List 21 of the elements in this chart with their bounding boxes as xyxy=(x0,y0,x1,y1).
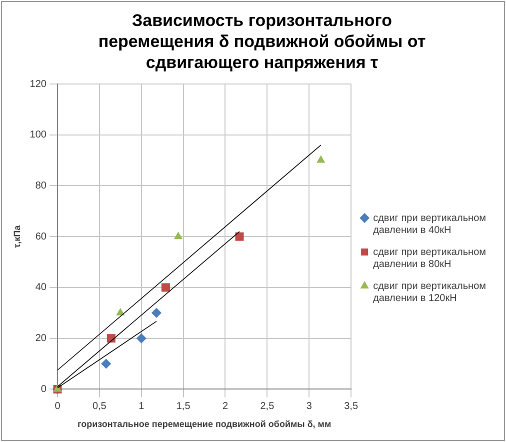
x-tick-label: 0,5 xyxy=(92,400,107,412)
y-tick-label: 0 xyxy=(40,384,47,395)
x-tick-label: 2 xyxy=(222,400,228,412)
legend-label: сдвиг при вертикальном давлении в 80кН xyxy=(373,246,486,270)
x-tick-label: 1 xyxy=(138,400,145,412)
legend-label: сдвиг при вертикальном давлении в 120кН xyxy=(373,280,486,304)
y-tick-label: 80 xyxy=(35,180,47,192)
y-tick-label: 120 xyxy=(30,78,47,90)
x-tick-label: 1,5 xyxy=(176,400,191,412)
chart-title: Зависимость горизонтального перемещения δ подвижной обоймы от сдвигающего напряжения τ xyxy=(98,11,426,72)
x-tick-label: 0 xyxy=(54,400,61,412)
y-tick-label: 60 xyxy=(35,231,47,242)
y-tick-label: 40 xyxy=(35,282,47,294)
x-axis-title: горизонтальное перемещение подвижной обоймы δ, мм xyxy=(77,419,332,430)
x-tick-label: 3 xyxy=(306,400,312,412)
y-axis-title: τ,кПа xyxy=(12,224,22,248)
y-tick-label: 20 xyxy=(35,333,47,344)
y-tick-label: 100 xyxy=(30,130,47,141)
x-tick-label: 3,5 xyxy=(344,400,358,412)
legend-label: сдвиг при вертикальном давлении в 40кН xyxy=(373,212,486,236)
x-tick-label: 2,5 xyxy=(260,400,275,412)
